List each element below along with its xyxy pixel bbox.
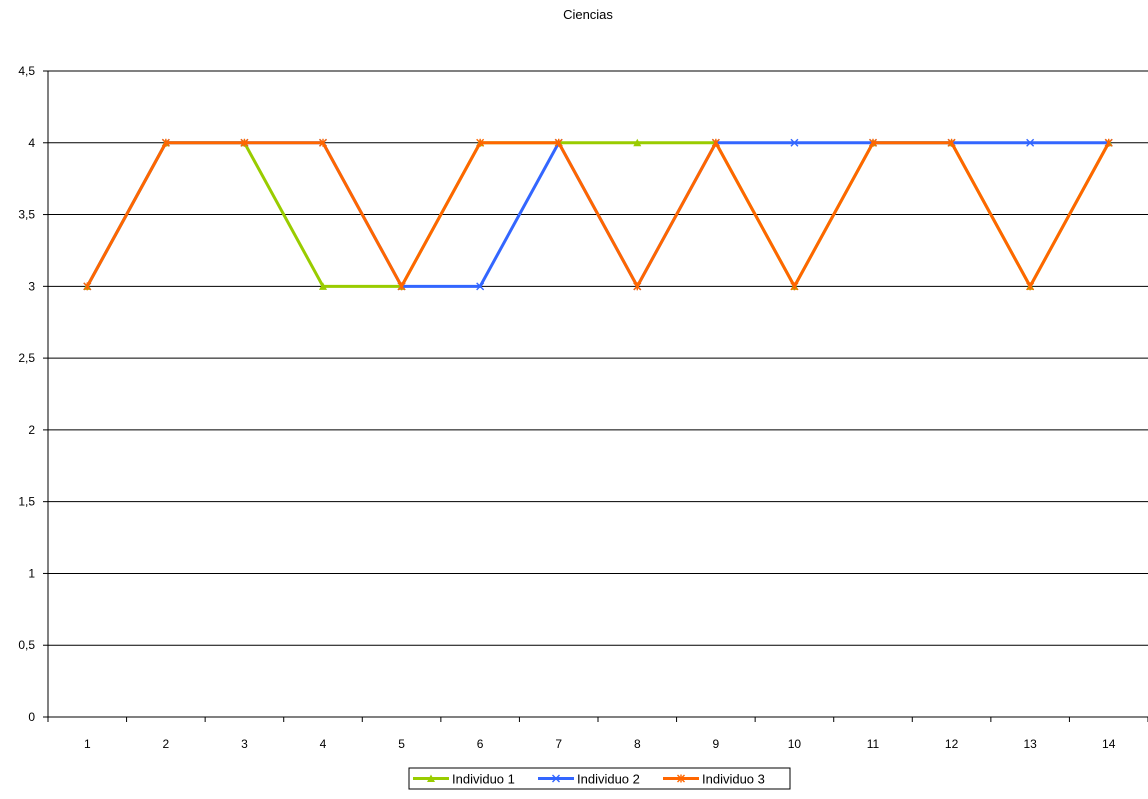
- x-tick-label: 3: [241, 737, 248, 751]
- x-tick-label: 6: [477, 737, 484, 751]
- data-point: [1026, 138, 1035, 147]
- data-point: [1104, 138, 1113, 147]
- data-point: [476, 282, 485, 291]
- y-tick-label: 4,5: [18, 64, 35, 78]
- data-point: [319, 138, 327, 147]
- data-point: [554, 138, 563, 147]
- legend-label: Individuo 1: [452, 772, 515, 787]
- data-point: [677, 774, 685, 783]
- grid-lines: [48, 70, 1148, 646]
- legend: Individuo 1 Individuo 2 Individuo 3: [408, 767, 791, 790]
- y-tick-label: 1,5: [18, 495, 35, 509]
- x-tick-label: 4: [320, 737, 327, 751]
- x-tick-label: 2: [163, 737, 170, 751]
- data-point: [427, 774, 435, 782]
- legend-label: Individuo 2: [577, 772, 640, 787]
- legend-entry: Individuo 1: [413, 772, 515, 787]
- legend-entry: Individuo 3: [663, 772, 765, 787]
- series-line: [85, 139, 1111, 290]
- data-point: [240, 138, 249, 147]
- data-point: [1026, 282, 1035, 291]
- x-tick-label: 5: [398, 737, 405, 751]
- data-point: [947, 138, 956, 147]
- data-point: [869, 138, 877, 147]
- legend-entry: Individuo 2: [538, 772, 640, 787]
- x-tick-label: 11: [867, 737, 880, 751]
- y-tick-label: 3,5: [18, 208, 35, 222]
- data-point: [319, 282, 327, 290]
- y-tick-label: 4: [28, 136, 35, 150]
- data-point: [83, 282, 92, 291]
- data-point: [552, 774, 560, 783]
- x-tick-label: 1: [84, 737, 91, 751]
- chart-title: Ciencias: [563, 7, 613, 22]
- legend-box: [408, 767, 791, 790]
- data-point: [397, 282, 406, 291]
- x-tick-label: 9: [713, 737, 720, 751]
- data-point: [790, 138, 799, 147]
- data-point: [476, 138, 485, 147]
- data-point: [633, 138, 642, 147]
- y-tick-label: 1: [28, 566, 35, 580]
- series-layer: [83, 138, 1113, 291]
- data-point: [790, 282, 799, 291]
- y-tick-label: 3: [28, 279, 35, 293]
- axes: 00,511,522,533,544,51 2 3 4 5 6 7 8 9 10 11 12 13 14: [18, 64, 1148, 751]
- y-tick-label: 2,5: [18, 351, 35, 365]
- y-tick-label: 2: [28, 423, 35, 437]
- x-tick-label: 8: [634, 737, 641, 751]
- legend-label: Individuo 3: [702, 772, 765, 787]
- x-tick-label: 14: [1102, 737, 1116, 751]
- y-tick-label: 0: [28, 710, 35, 724]
- x-tick-label: 12: [945, 737, 959, 751]
- x-tick-label: 7: [555, 737, 562, 751]
- data-point: [711, 138, 720, 147]
- data-point: [161, 138, 170, 147]
- data-point: [633, 282, 642, 291]
- series-3: [83, 138, 1113, 291]
- x-tick-label: 13: [1023, 737, 1037, 751]
- y-tick-label: 0,5: [18, 638, 35, 652]
- x-tick-label: 10: [788, 737, 802, 751]
